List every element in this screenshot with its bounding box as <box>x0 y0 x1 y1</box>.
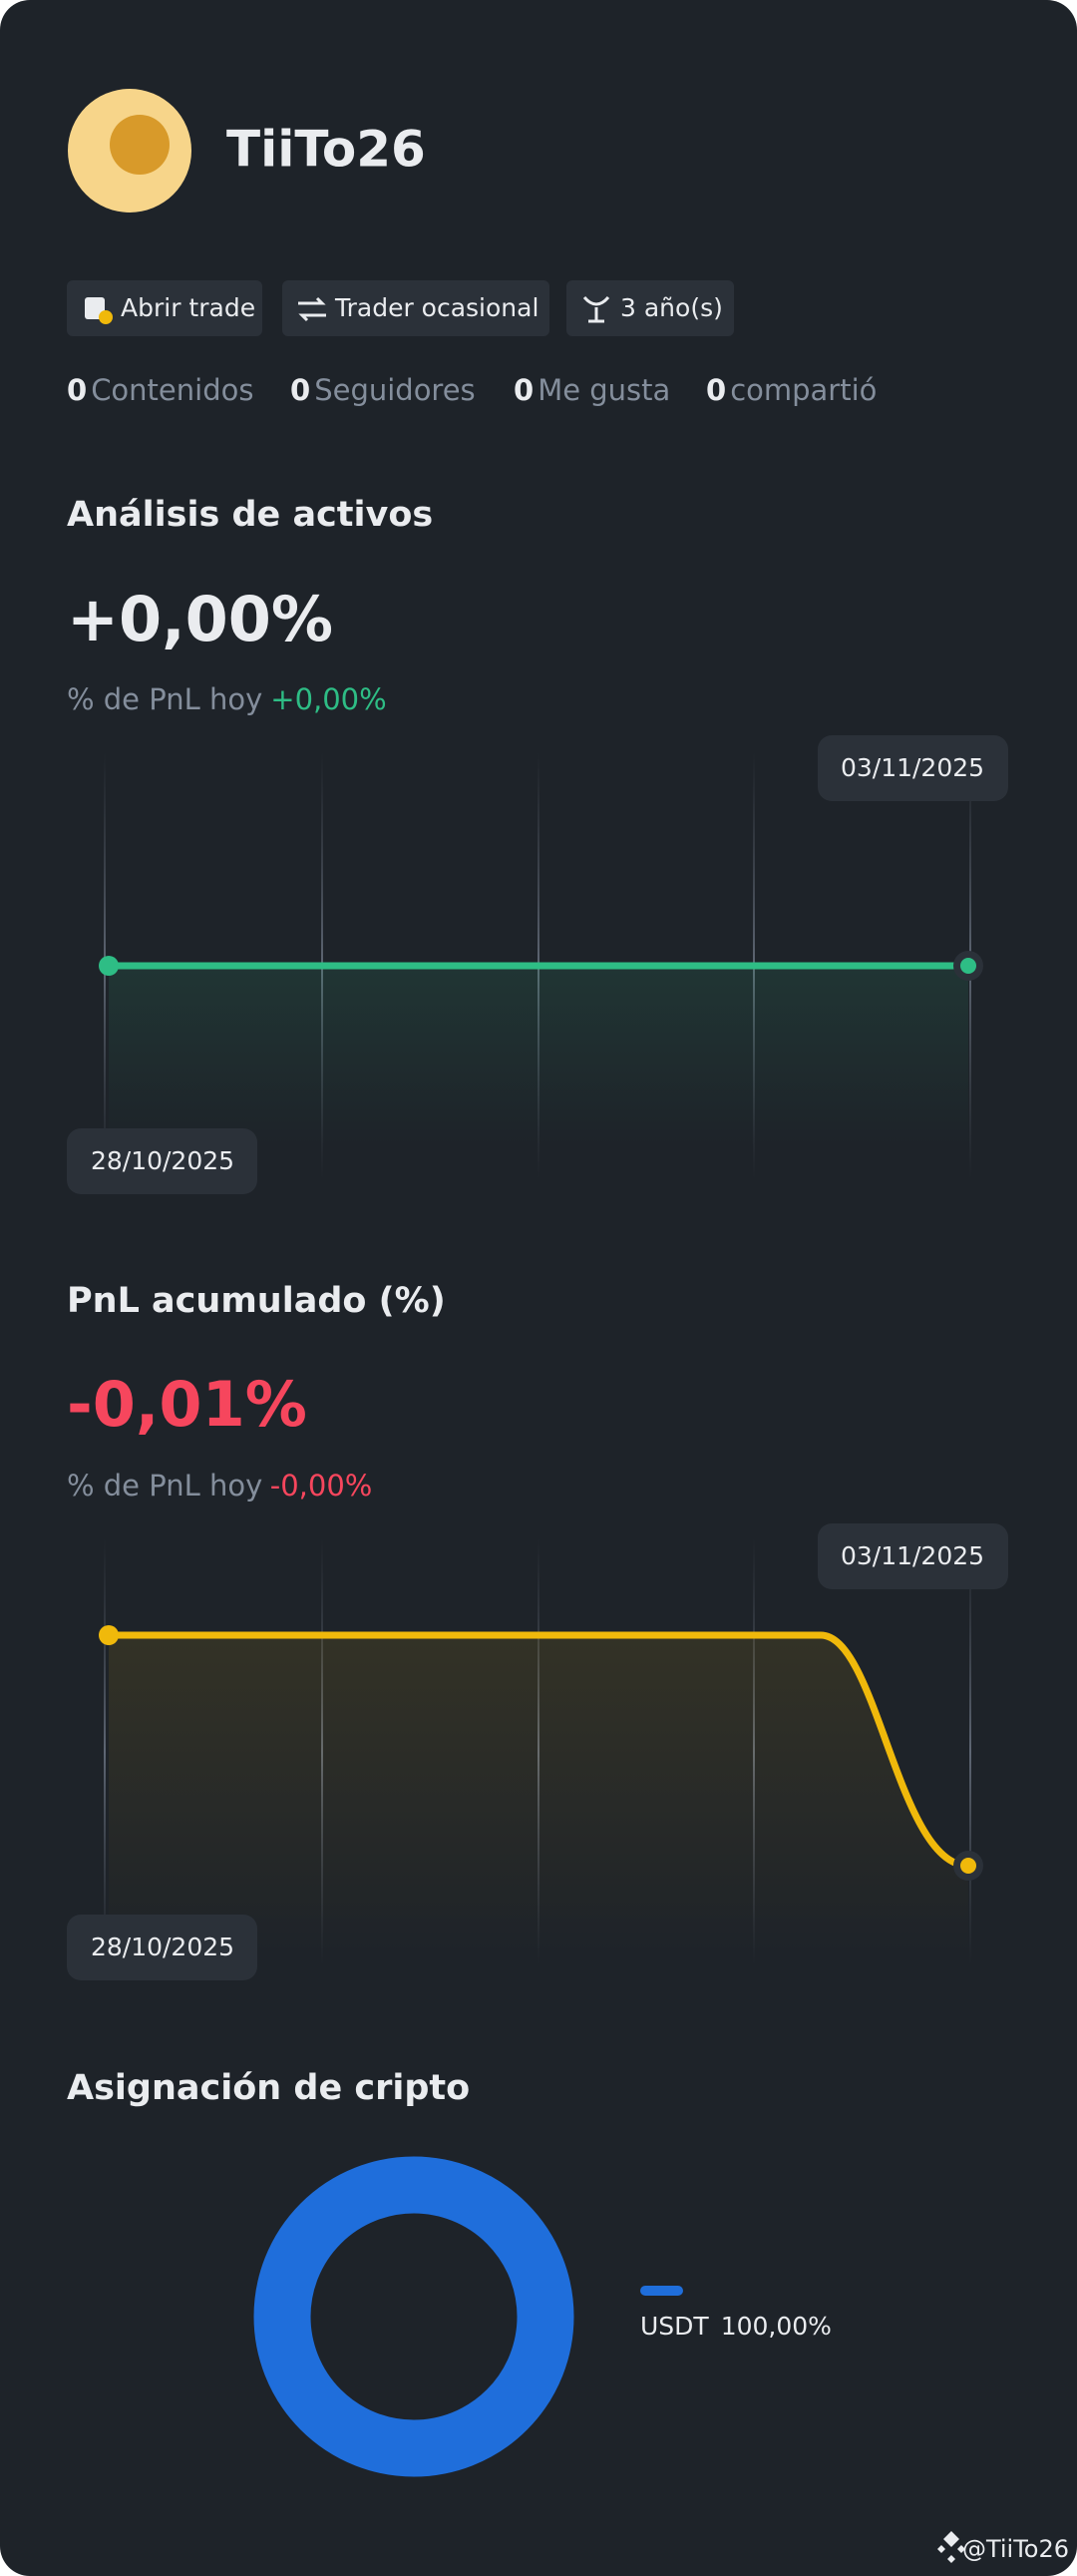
section-title: PnL acumulado (%) <box>67 1281 446 1321</box>
date-tooltip <box>818 1523 1008 1589</box>
sub-line: % de PnL hoy +0,00% <box>67 682 387 716</box>
start-date: 28/10/2025 <box>91 1146 234 1175</box>
stat[interactable]: 0 compartió <box>706 373 877 407</box>
stat-value: 0 <box>514 373 534 407</box>
chart-point <box>99 1625 119 1645</box>
section-title: Asignación de cripto <box>67 2068 470 2108</box>
date-tooltip <box>67 1915 257 1980</box>
badge <box>67 280 262 336</box>
chart-point <box>960 1858 976 1874</box>
username: TiiTo26 <box>226 121 426 179</box>
end-date: 03/11/2025 <box>841 1541 984 1570</box>
stat-value: 0 <box>67 373 87 407</box>
stat[interactable]: 0 Contenidos <box>67 373 253 407</box>
legend-asset: USDT <box>640 2312 709 2341</box>
sub-label: % de PnL hoy <box>67 1469 262 1503</box>
sub-value: +0,00% <box>270 682 386 716</box>
stat-label: Seguidores <box>314 373 475 407</box>
start-date: 28/10/2025 <box>91 1932 234 1961</box>
chart-area <box>109 1635 968 1955</box>
badge-label: Trader ocasional <box>334 293 538 322</box>
chart-area <box>109 966 968 1145</box>
avatar-art <box>110 115 170 175</box>
donut-ring <box>253 2156 574 2477</box>
grid-line <box>969 1538 971 1965</box>
badge-icon <box>99 310 113 324</box>
badge <box>566 280 734 336</box>
date-tooltip <box>67 1128 257 1194</box>
stat-label: compartió <box>730 373 877 407</box>
legend-swatch <box>640 2286 683 2296</box>
end-date: 03/11/2025 <box>841 753 984 782</box>
stat-value: 0 <box>706 373 726 407</box>
chart-line <box>109 1631 969 1870</box>
stat-label: Me gusta <box>538 373 670 407</box>
badge-icon <box>298 296 326 322</box>
chart-point <box>99 956 119 976</box>
sub-line: % de PnL hoy -0,00% <box>67 1469 372 1503</box>
stat[interactable]: 0 Seguidores <box>290 373 476 407</box>
stats: 0 Contenidos 0 Seguidores 0 Me gusta 0 compa… <box>67 373 877 407</box>
headline-value: +0,00% <box>67 583 333 655</box>
legend-share: 100,00% <box>721 2312 832 2341</box>
sub-value: -0,00% <box>270 1469 373 1503</box>
badge-icon <box>582 295 610 323</box>
chart-point <box>960 958 976 974</box>
watermark: @TiiTo26 <box>962 2535 1069 2563</box>
grid-line <box>104 1538 106 1965</box>
stat[interactable]: 0 Me gusta <box>514 373 670 407</box>
badge <box>282 280 549 336</box>
badge-label: 3 año(s) <box>620 293 723 322</box>
headline-value: -0,01% <box>67 1368 307 1441</box>
watermark-logo <box>937 2531 965 2563</box>
date-tooltip <box>818 735 1008 801</box>
stat-label: Contenidos <box>91 373 253 407</box>
legend-entry: USDT 100,00% <box>640 2312 832 2341</box>
badges: Abrir trade Trader ocasional 3 año(s) <box>67 280 734 336</box>
sub-label: % de PnL hoy <box>67 682 262 716</box>
badge-label: Abrir trade <box>121 293 255 322</box>
stat-value: 0 <box>290 373 310 407</box>
section-title: Análisis de activos <box>67 495 433 535</box>
